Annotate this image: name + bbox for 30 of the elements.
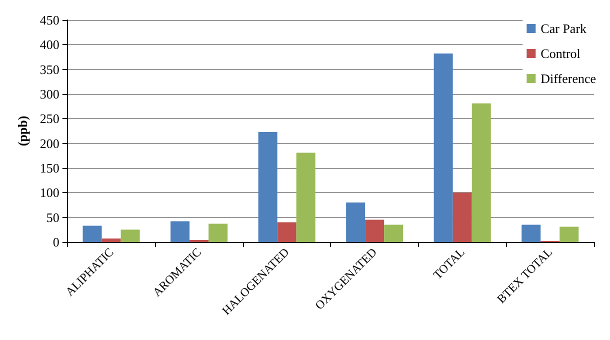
bar [208, 224, 228, 242]
bar [384, 224, 404, 242]
legend-label: Control [540, 46, 581, 61]
y-tick-label: 200 [40, 136, 60, 151]
bar [296, 152, 316, 242]
y-axis-title: (ppb) [15, 116, 30, 146]
y-tick-label: 400 [40, 37, 60, 52]
y-tick-label: 250 [40, 111, 60, 126]
bar [560, 226, 579, 242]
bar [277, 222, 296, 242]
y-tick-label: 450 [40, 12, 60, 28]
bar [365, 220, 384, 242]
bar [82, 226, 102, 242]
y-tick-label: 100 [40, 185, 60, 200]
legend-label: Car Park [540, 21, 588, 36]
bar [120, 230, 140, 242]
legend-label: Difference [540, 71, 596, 86]
y-tick-label: 0 [52, 234, 60, 250]
bar [170, 221, 190, 242]
bar [258, 132, 278, 242]
y-tick-label: 50 [46, 210, 60, 225]
y-tick-label: 150 [40, 160, 60, 176]
bar [434, 54, 453, 242]
y-tick-label: 350 [40, 62, 60, 77]
bar [346, 202, 366, 242]
bar [472, 103, 491, 242]
bar [102, 238, 121, 242]
bar [522, 224, 541, 242]
bar [452, 192, 472, 242]
y-tick-label: 300 [40, 86, 60, 102]
